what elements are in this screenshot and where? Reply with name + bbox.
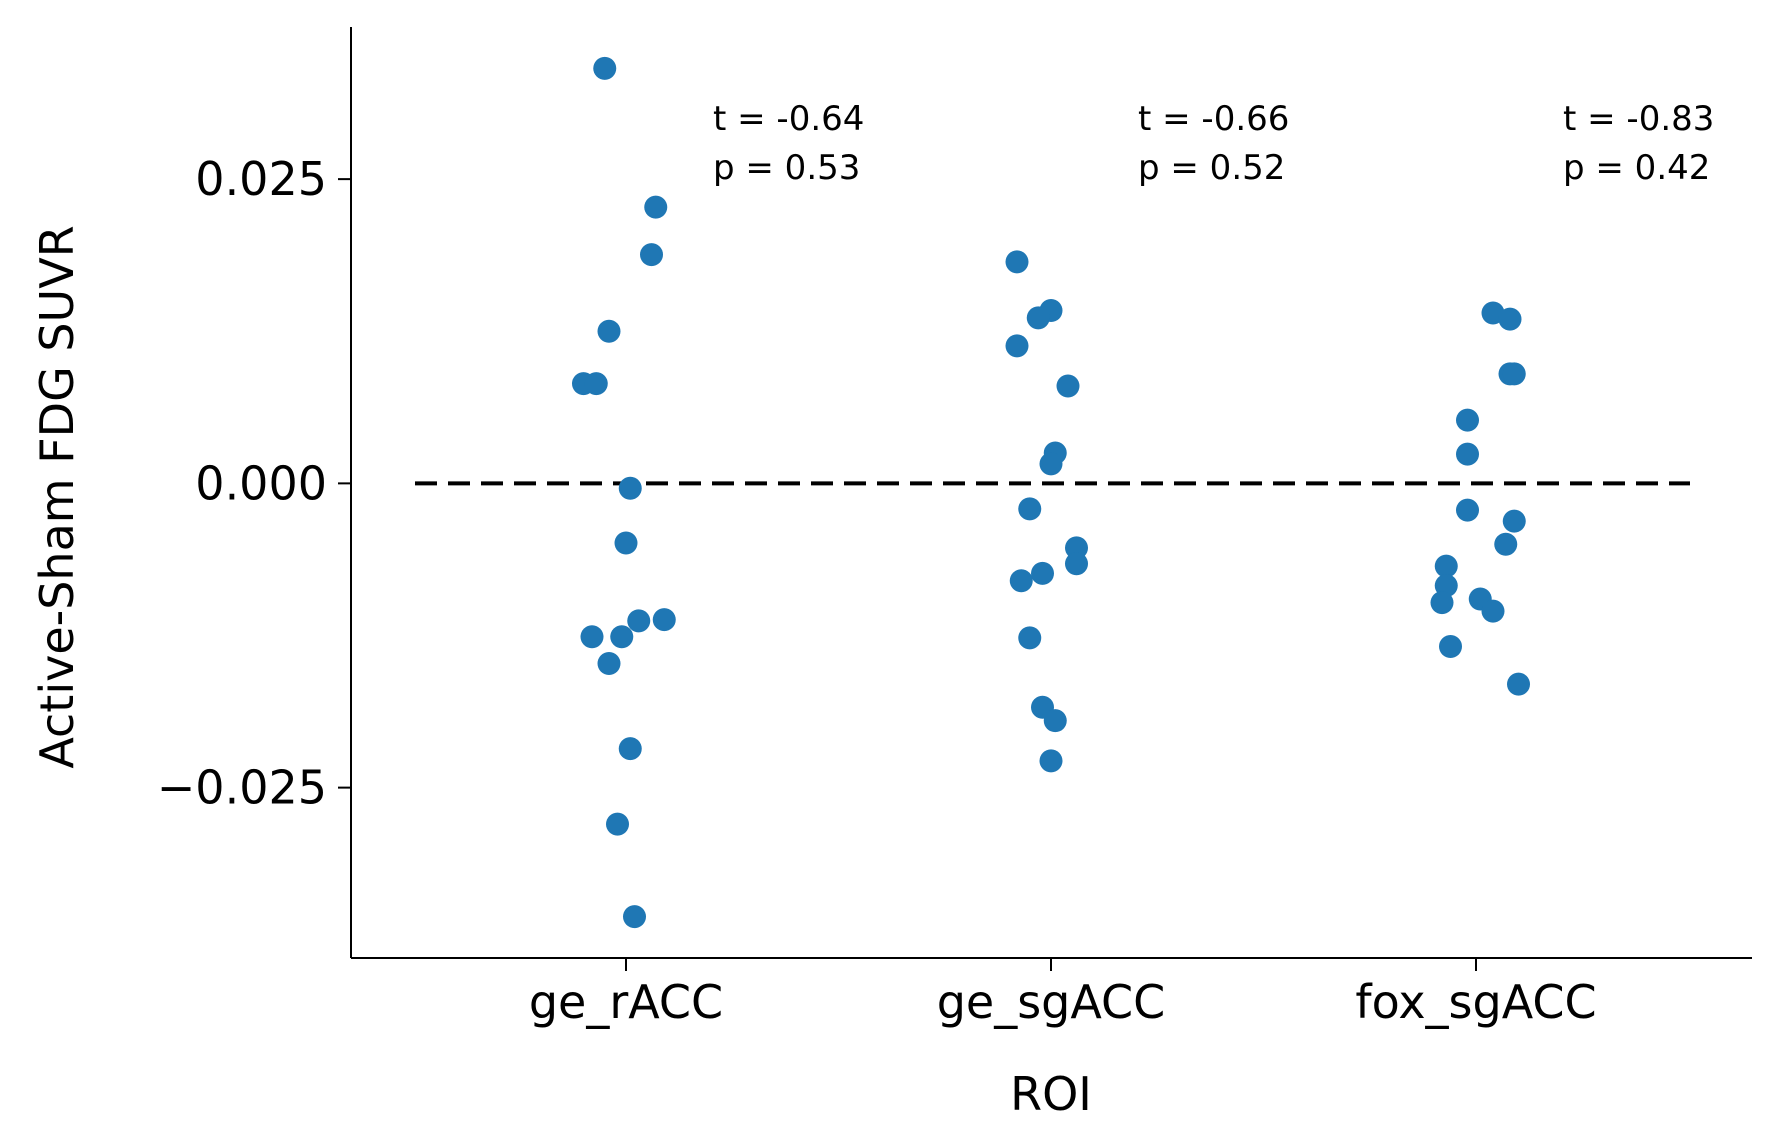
data-point [1065,536,1088,560]
x-tick-label: ge_rACC [529,975,723,1029]
data-point [1456,442,1479,466]
y-tick-label: 0.000 [195,456,327,510]
p-value-label: p = 0.52 [1138,148,1285,188]
data-point [593,56,617,80]
p-value-label: p = 0.53 [713,148,860,188]
data-point [1456,408,1479,432]
data-point [644,195,668,219]
data-point [1065,552,1088,576]
data-point [1498,307,1522,331]
y-ticks: −0.025 0.000 0.025 [157,152,351,815]
data-point [618,737,642,761]
data-point [1502,509,1526,533]
data-point [1481,599,1505,623]
data-point [623,905,646,929]
data-point [1434,554,1458,578]
data-point [1502,362,1526,386]
data-point [1430,591,1454,615]
data-point [1005,250,1029,274]
x-ticks: ge_rACC ge_sgACC fox_sgACC [529,958,1597,1029]
t-statistic-label: t = -0.64 [713,99,864,139]
data-point [618,476,642,500]
data-point [1026,306,1050,330]
data-point [597,651,621,675]
data-point [580,625,604,649]
data-point [627,609,651,633]
t-statistic-label: t = -0.66 [1138,99,1289,139]
x-tick-label: ge_sgACC [937,975,1166,1029]
data-point [1507,672,1530,696]
plot-area: −0.025 0.000 0.025 ge_rACC ge_sgACC fox_sgAC… [157,27,1752,1029]
data-point [1039,452,1063,476]
data-point [1439,634,1462,658]
y-tick-label: 0.025 [195,152,327,206]
data-point [1018,497,1042,521]
data-point [1009,569,1033,593]
data-point [1039,749,1063,773]
data-point [1494,532,1518,556]
data-point [584,372,608,396]
data-points [572,56,1530,929]
t-statistic-label: t = -0.83 [1563,99,1714,139]
stat-annotations: t = -0.64 p = 0.53 t = -0.66 p = 0.52 t = -0… [713,99,1714,188]
data-point [1456,498,1479,522]
data-point [597,319,621,343]
data-point [614,531,638,555]
data-point [606,812,629,836]
data-point [1056,374,1080,398]
x-axis-label: ROI [1010,1067,1092,1121]
data-point [652,608,676,632]
x-tick-label: fox_sgACC [1355,975,1596,1029]
data-point [1031,561,1054,585]
data-point [1018,626,1042,650]
data-point [1005,334,1029,358]
y-axis-label: Active-Sham FDG SUVR [30,225,84,768]
p-value-label: p = 0.42 [1563,148,1710,188]
y-tick-label: −0.025 [157,761,327,815]
data-point [640,243,663,267]
data-point [610,625,634,649]
data-point [1043,709,1067,733]
